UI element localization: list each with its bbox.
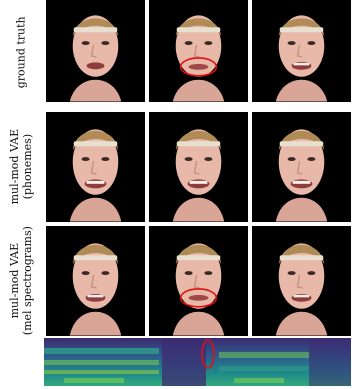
row-label-line-2: (mel spectrograms) bbox=[21, 226, 35, 336]
row-label-line-2: (phonemes) bbox=[21, 134, 35, 200]
face-image bbox=[46, 0, 145, 102]
face-illustration bbox=[252, 226, 351, 336]
face-image bbox=[46, 226, 145, 336]
face-image bbox=[252, 112, 351, 222]
row-label-text: ground truth bbox=[14, 16, 28, 88]
face-illustration bbox=[252, 112, 351, 222]
face-image bbox=[149, 112, 248, 222]
highlight-ellipse bbox=[179, 57, 218, 77]
face-image bbox=[149, 226, 248, 336]
face-image bbox=[46, 112, 145, 222]
face-image bbox=[252, 226, 351, 336]
mel-spectrogram bbox=[44, 338, 351, 386]
face-illustration bbox=[149, 112, 248, 222]
face-illustration bbox=[46, 0, 145, 102]
row-label-lines: mul-mod VAE (phonemes) bbox=[8, 129, 35, 205]
face-illustration bbox=[46, 112, 145, 222]
face-illustration bbox=[149, 226, 248, 336]
face-illustration bbox=[149, 0, 248, 102]
row-label-lines: mul-mod VAE (mel spectrograms) bbox=[8, 226, 35, 336]
row-label-line-1: mul-mod VAE bbox=[8, 129, 22, 205]
row-label-phonemes: mul-mod VAE (phonemes) bbox=[0, 111, 44, 223]
face-image bbox=[252, 0, 351, 102]
row-label-mel-spectrograms: mul-mod VAE (mel spectrograms) bbox=[0, 225, 44, 337]
highlight-ellipse bbox=[179, 288, 218, 308]
face-illustration bbox=[46, 226, 145, 336]
face-illustration bbox=[252, 0, 351, 102]
row-label-ground-truth: ground truth bbox=[0, 0, 44, 104]
face-image bbox=[149, 0, 248, 102]
spectrogram-image bbox=[44, 338, 351, 386]
highlight-ellipse bbox=[201, 339, 215, 369]
